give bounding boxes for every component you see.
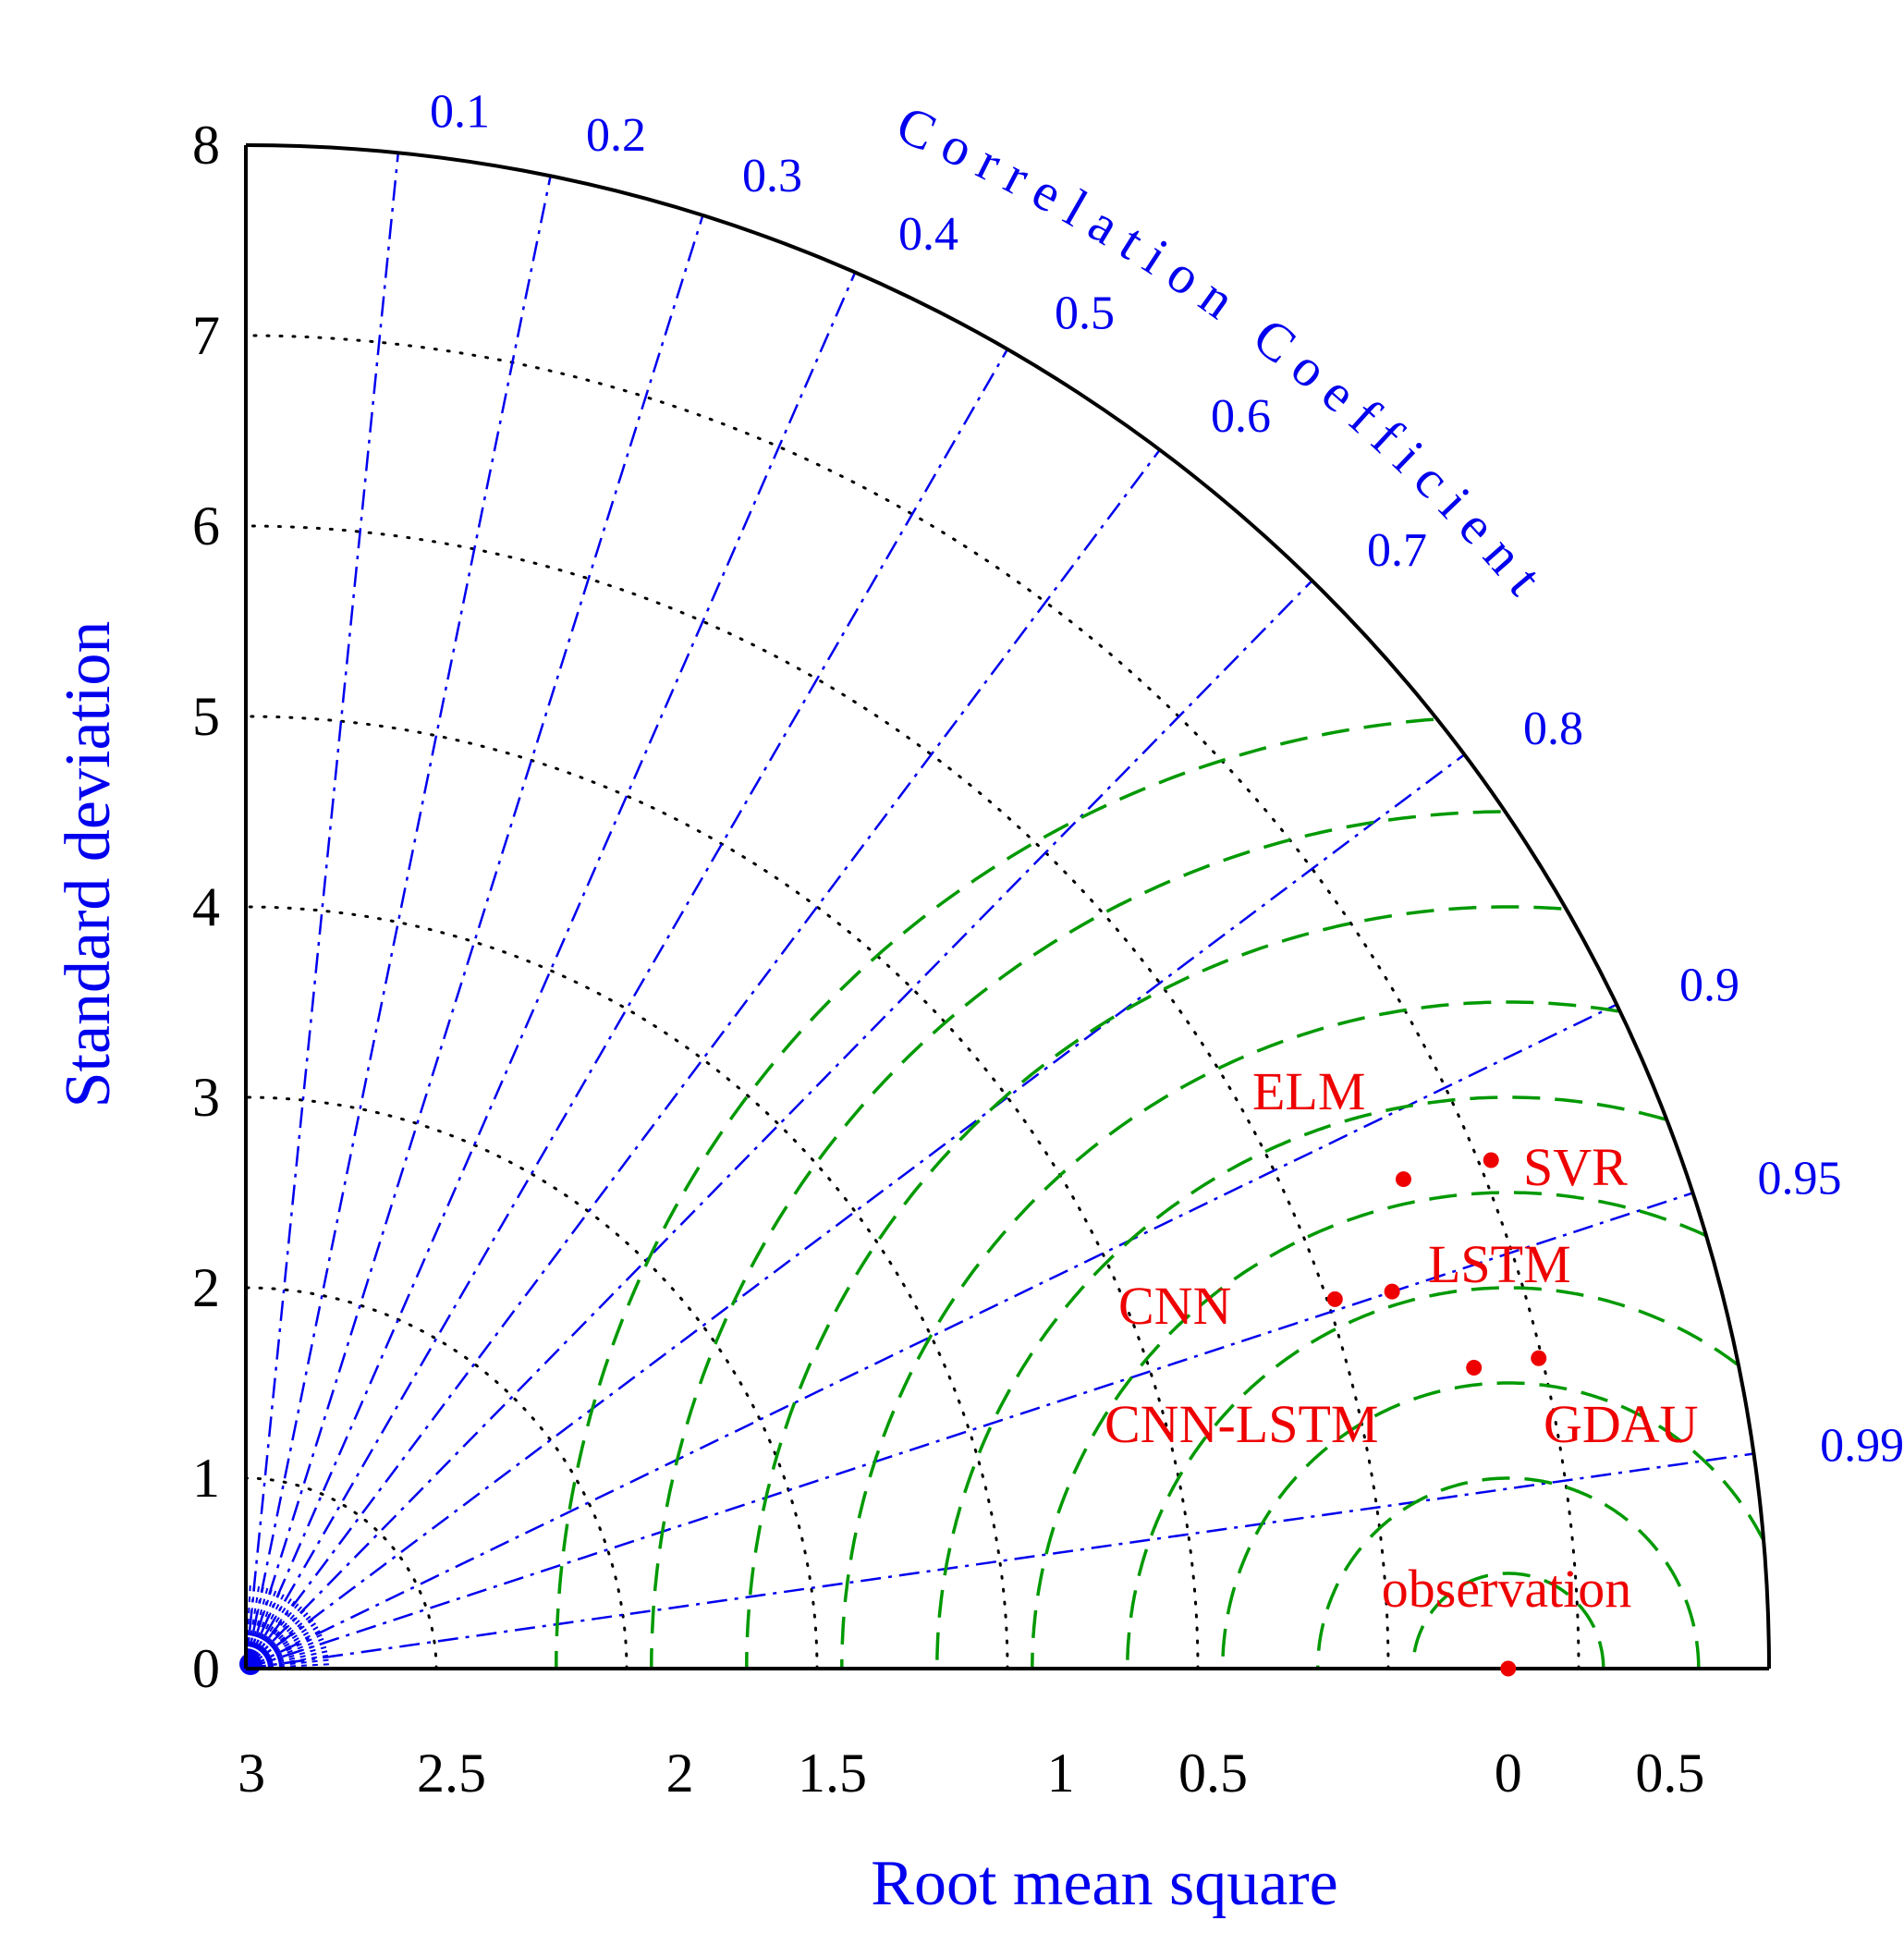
corr-tick-0.8: 0.8: [1523, 703, 1583, 755]
rms-circle-2.5: [1031, 1191, 1707, 1669]
std-tick-7: 7: [192, 305, 220, 366]
std-tick-4: 4: [192, 876, 220, 937]
label-elm: ELM: [1252, 1061, 1365, 1121]
corr-line-0.8: [245, 753, 1466, 1670]
corr-tick-0.6: 0.6: [1211, 390, 1271, 443]
point-observation: [1500, 1660, 1517, 1677]
corr-line-0.6: [245, 448, 1161, 1670]
label-cnn: CNN: [1118, 1276, 1231, 1336]
corr-tick-0.99: 0.99: [1820, 1420, 1904, 1473]
model-labels: observation ELM SVR LSTM CNN CNN-LSTM GDAU: [1105, 1061, 1699, 1619]
rms-tick-2: 2: [666, 1743, 694, 1804]
label-gdau: GDAU: [1544, 1394, 1699, 1454]
std-arc-3: [244, 1095, 819, 1670]
rms-tick-1: 2.5: [417, 1743, 486, 1804]
correlation-tick-labels: 0.1 0.2 0.3 0.4 0.5 0.6 0.7 0.8 0.9 0.95 0.99: [430, 85, 1904, 1472]
point-elm: [1395, 1171, 1411, 1188]
y-axis-title: Standard deviation: [53, 621, 124, 1108]
std-arc-6: [244, 524, 1390, 1670]
x-axis-title: Root mean square: [871, 1848, 1337, 1919]
std-tick-3: 3: [192, 1067, 220, 1128]
corr-tick-0.1: 0.1: [430, 85, 490, 138]
rms-tick-0: 3: [238, 1743, 265, 1804]
point-cnn: [1326, 1291, 1343, 1307]
corr-tick-0.7: 0.7: [1367, 524, 1427, 577]
point-svr: [1483, 1152, 1499, 1168]
rms-circle-4: [745, 905, 1562, 1669]
origin-marker: [239, 1653, 262, 1675]
rms-circle-2: [1126, 1286, 1739, 1669]
std-arc-5: [244, 715, 1200, 1670]
rms-tick-3: 1.5: [798, 1743, 867, 1804]
model-points: [1326, 1152, 1547, 1677]
rms-circle-0.5: [1411, 1572, 1605, 1669]
std-tick-2: 2: [192, 1257, 220, 1318]
rms-tick-5: 0.5: [1178, 1743, 1248, 1804]
rms-circle-3: [935, 1095, 1666, 1669]
label-cnn-lstm: CNN-LSTM: [1105, 1394, 1378, 1454]
corr-line-0.1: [244, 153, 400, 1670]
rms-tick-labels: 3 2.5 2 1.5 1 0.5 0 0.5: [238, 1743, 1704, 1804]
correlation-lines: [239, 153, 1754, 1675]
std-tick-0: 0: [192, 1638, 220, 1699]
corr-tick-0.4: 0.4: [898, 208, 958, 261]
point-lstm: [1384, 1283, 1400, 1300]
corr-tick-0.5: 0.5: [1055, 287, 1115, 339]
label-observation: observation: [1382, 1559, 1632, 1619]
rms-circle-3.5: [840, 1000, 1619, 1669]
label-svr: SVR: [1523, 1137, 1628, 1197]
point-gdau: [1531, 1350, 1547, 1366]
corr-tick-0.2: 0.2: [586, 109, 646, 162]
rms-circles: [555, 717, 1764, 1669]
std-tick-8: 8: [192, 115, 220, 176]
rms-circle-4.5: [650, 810, 1501, 1669]
corr-line-0.3: [244, 214, 704, 1670]
corr-tick-0.9: 0.9: [1679, 959, 1739, 1011]
corr-line-0.2: [244, 176, 552, 1670]
label-lstm: LSTM: [1428, 1234, 1571, 1294]
rms-tick-4: 1: [1047, 1743, 1075, 1804]
rms-circle-1: [1316, 1476, 1701, 1669]
std-tick-5: 5: [192, 686, 220, 747]
outer-arc: [245, 143, 1771, 1670]
std-arcs: [244, 334, 1581, 1670]
corr-tick-0.3: 0.3: [742, 150, 802, 202]
std-tick-labels: 0 1 2 3 4 5 6 7 8: [192, 115, 220, 1699]
std-arc-4: [244, 905, 1009, 1670]
std-tick-1: 1: [192, 1448, 220, 1509]
point-cnn-lstm: [1466, 1360, 1483, 1376]
correlation-axis-title: Correlation Coefficient: [888, 93, 1562, 616]
rms-tick-7: 0.5: [1635, 1743, 1704, 1804]
rms-circle-5: [555, 717, 1434, 1669]
corr-tick-0.95: 0.95: [1758, 1152, 1842, 1205]
std-arc-2: [244, 1286, 629, 1670]
std-tick-6: 6: [192, 495, 220, 557]
rms-tick-6: 0: [1495, 1743, 1522, 1804]
